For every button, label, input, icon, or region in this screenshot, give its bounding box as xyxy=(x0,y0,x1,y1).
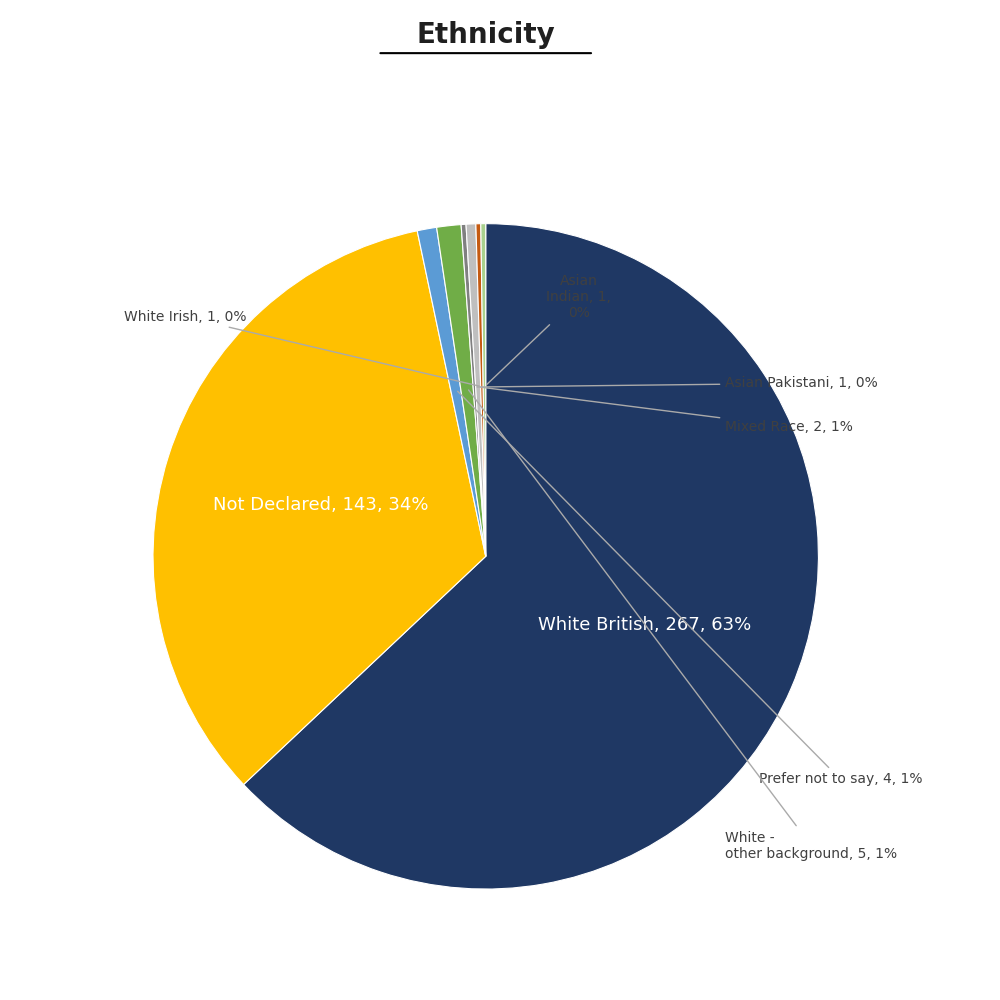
Wedge shape xyxy=(244,224,818,889)
Wedge shape xyxy=(481,224,486,556)
Wedge shape xyxy=(466,224,486,556)
Text: Prefer not to say, 4, 1%: Prefer not to say, 4, 1% xyxy=(458,391,922,786)
Text: White Irish, 1, 0%: White Irish, 1, 0% xyxy=(124,310,479,386)
Text: Asian
Indian, 1,
0%: Asian Indian, 1, 0% xyxy=(486,274,611,385)
Text: White British, 267, 63%: White British, 267, 63% xyxy=(538,616,751,634)
Text: Ethnicity: Ethnicity xyxy=(416,21,555,49)
Wedge shape xyxy=(437,225,486,556)
Text: Mixed Race, 2, 1%: Mixed Race, 2, 1% xyxy=(481,387,853,434)
Text: Not Declared, 143, 34%: Not Declared, 143, 34% xyxy=(213,496,428,514)
Wedge shape xyxy=(417,227,486,556)
Text: Asian Pakistani, 1, 0%: Asian Pakistani, 1, 0% xyxy=(477,376,878,390)
Wedge shape xyxy=(476,224,486,556)
Wedge shape xyxy=(153,231,486,785)
Wedge shape xyxy=(461,224,486,556)
Text: White -
other background, 5, 1%: White - other background, 5, 1% xyxy=(469,390,897,861)
